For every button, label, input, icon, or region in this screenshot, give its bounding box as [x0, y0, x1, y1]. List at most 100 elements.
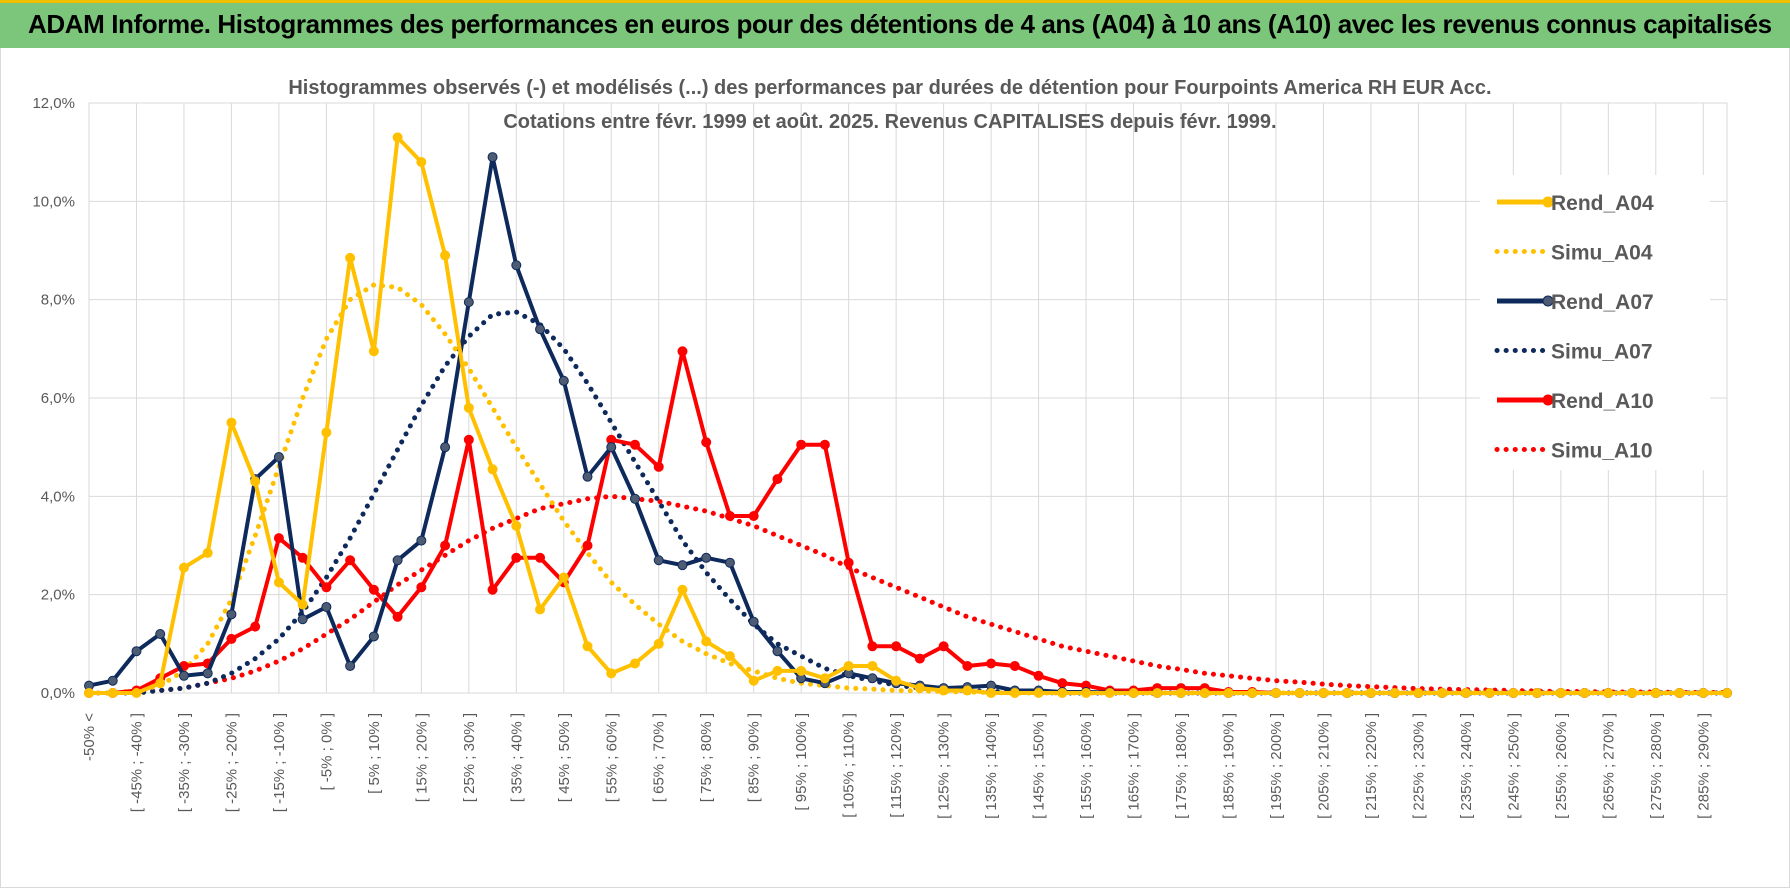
data-point — [345, 555, 356, 566]
y-tick-label: 8,0% — [41, 292, 75, 309]
data-point — [819, 673, 830, 684]
data-point — [1413, 688, 1424, 698]
data-point — [463, 434, 474, 445]
data-point — [297, 599, 308, 610]
data-point — [1579, 688, 1590, 698]
data-point — [1223, 688, 1234, 698]
data-point — [392, 611, 403, 622]
x-tick-label: [ 175% ; 180% ] — [1173, 713, 1190, 819]
data-point — [914, 683, 925, 694]
data-point — [701, 552, 712, 563]
chart-title-line-2: Cotations entre févr. 1999 et août. 2025… — [503, 111, 1276, 133]
data-point — [796, 665, 807, 676]
data-point — [392, 132, 403, 143]
data-point — [1057, 688, 1068, 698]
legend: Rend_A04 Simu_A04 Rend_A07 Simu_A07 Rend_A10… — [1480, 175, 1710, 470]
data-point — [843, 557, 854, 568]
data-point — [677, 584, 688, 595]
data-point — [630, 439, 640, 450]
data-point — [1081, 688, 1092, 698]
data-point — [368, 346, 379, 357]
data-point — [107, 675, 118, 686]
data-point — [1460, 688, 1471, 698]
data-point — [345, 252, 356, 263]
data-point — [440, 442, 451, 453]
x-tick-label: -50% < — [81, 713, 98, 761]
data-point — [677, 346, 688, 357]
data-point — [107, 688, 118, 698]
data-point — [914, 653, 925, 664]
data-point — [843, 660, 854, 671]
data-point — [891, 641, 902, 652]
data-point — [202, 668, 213, 679]
data-point — [1199, 688, 1210, 698]
data-point — [511, 520, 522, 531]
data-point — [321, 601, 332, 612]
data-point — [1389, 688, 1400, 698]
x-tick-label: [ 275% ; 280% ] — [1648, 713, 1665, 819]
data-point — [84, 688, 94, 698]
x-tick-label: [ 125% ; 130% ] — [936, 713, 953, 819]
data-point — [178, 670, 189, 681]
legend-item-rend-a07: Rend_A07 — [1497, 291, 1654, 314]
data-point — [1627, 688, 1638, 698]
data-point — [321, 582, 332, 593]
data-point — [297, 614, 308, 625]
legend-item-simu-a10: Simu_A10 — [1494, 440, 1653, 463]
x-tick-label: [ 145% ; 150% ] — [1031, 713, 1048, 819]
data-point — [511, 552, 522, 563]
data-point — [701, 636, 712, 647]
data-point — [677, 560, 688, 571]
y-tick-label: 4,0% — [41, 488, 75, 505]
data-point — [1698, 688, 1709, 698]
data-point — [1508, 688, 1519, 698]
data-point — [653, 555, 664, 566]
data-point — [653, 638, 664, 649]
x-tick-label: [ 55% ; 60% ] — [603, 713, 620, 802]
data-point — [701, 437, 712, 448]
data-point — [630, 493, 640, 504]
y-tick-label: 6,0% — [41, 390, 75, 407]
legend-marker — [1542, 295, 1554, 307]
data-point — [582, 641, 593, 652]
data-point — [1128, 688, 1139, 698]
x-tick-label: [ 155% ; 160% ] — [1078, 713, 1095, 819]
x-tick-label: [ 285% ; 290% ] — [1695, 713, 1712, 819]
series-simu-a10 — [86, 493, 1730, 696]
series-line — [86, 493, 1730, 696]
x-tick-label: [ 235% ; 240% ] — [1458, 713, 1475, 819]
data-point — [321, 427, 332, 438]
y-axis-ticks: 0,0% 2,0% 4,0% 6,0% 8,0% 10,0% 12,0% — [32, 95, 75, 702]
data-point — [1437, 688, 1448, 698]
data-point — [653, 461, 664, 472]
x-tick-label: [ -25% ; -20% ] — [223, 713, 240, 812]
data-point — [1532, 688, 1543, 698]
legend-box — [1480, 175, 1710, 470]
data-point — [748, 616, 759, 627]
x-tick-label: [ 195% ; 200% ] — [1268, 713, 1285, 819]
data-point — [392, 555, 403, 566]
series-line — [89, 135, 1727, 695]
x-tick-label: [ 185% ; 190% ] — [1220, 713, 1237, 819]
data-point — [463, 402, 474, 413]
data-point — [535, 604, 546, 615]
data-point — [297, 552, 308, 563]
data-point — [867, 673, 878, 684]
legend-item-rend-a10: Rend_A10 — [1497, 390, 1654, 413]
data-point — [178, 562, 189, 573]
data-point — [131, 646, 142, 657]
x-tick-label: [ 135% ; 140% ] — [983, 713, 1000, 819]
data-point — [1033, 670, 1044, 681]
legend-item-simu-a04: Simu_A04 — [1494, 242, 1653, 265]
data-point — [1057, 678, 1068, 689]
data-point — [772, 665, 783, 676]
data-point — [1365, 688, 1376, 698]
x-axis-ticks: -50% < [ -45% ; -40% ] [ -35% ; -30% ] [ -2… — [81, 713, 1712, 819]
data-point — [724, 557, 735, 568]
x-tick-label: [ 215% ; 220% ] — [1363, 713, 1380, 819]
x-tick-label: [ -45% ; -40% ] — [128, 713, 145, 812]
x-tick-label: [ 265% ; 270% ] — [1600, 713, 1617, 819]
data-point — [1104, 688, 1115, 698]
data-point — [440, 540, 451, 551]
data-point — [155, 629, 166, 639]
